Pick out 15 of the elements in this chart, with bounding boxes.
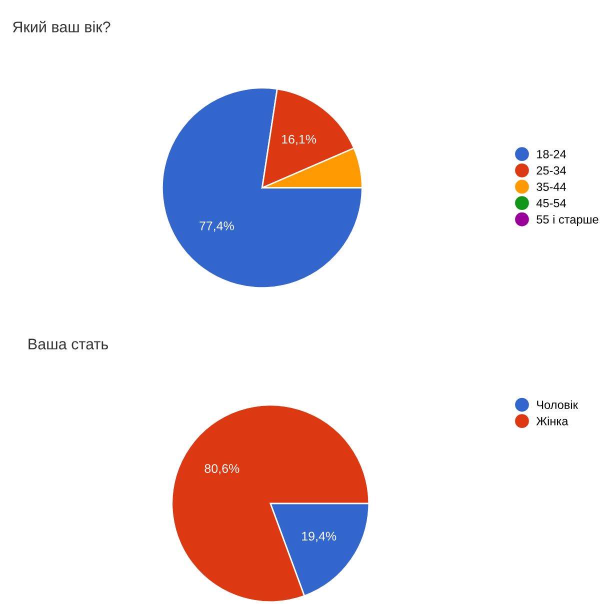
pie-slice [171, 404, 370, 603]
legend-label: 35-44 [536, 182, 566, 191]
legend-label: 55 і старше [536, 214, 598, 226]
chart-title: Який ваш вік? [12, 20, 110, 32]
data-label: 19,4% [302, 532, 336, 542]
legend-label: 18-24 [537, 150, 566, 158]
legend-label: Чоловік [537, 400, 578, 410]
chart-title: Ваша стать [28, 338, 108, 350]
data-label: 77,4% [200, 222, 234, 232]
data-label: 80,6% [204, 464, 240, 474]
pie-slice [161, 87, 363, 289]
legend-label: 45-54 [536, 199, 566, 208]
data-label: 16,1% [282, 134, 316, 146]
legend-label: 25-34 [536, 166, 566, 175]
legend-label: Жінка [536, 416, 568, 426]
